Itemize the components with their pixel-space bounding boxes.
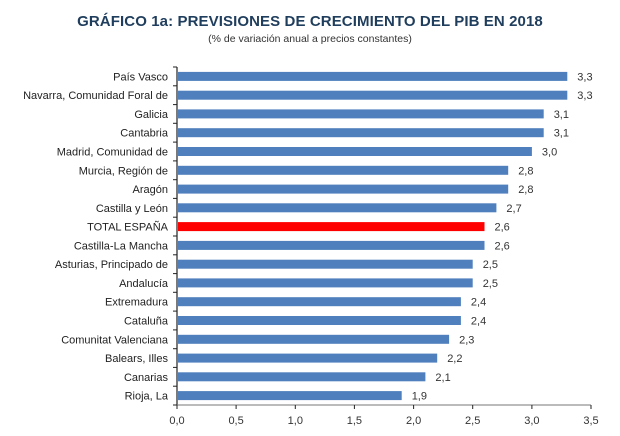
category-label: Comunitat Valenciana: [61, 334, 169, 346]
bar: [178, 71, 568, 81]
chart-subtitle: (% de variación anual a precios constant…: [208, 33, 412, 45]
category-labels: País Vasco Navarra, Comunidad Foral de Gal…: [23, 71, 169, 402]
x-tick-label: 2,0: [406, 415, 421, 427]
x-tick-label: 3,0: [524, 415, 539, 427]
category-label: Galicia: [134, 109, 169, 121]
data-label: 1,9: [412, 391, 427, 403]
data-label: 2,6: [495, 222, 510, 234]
x-tick-label: 1,5: [347, 415, 362, 427]
category-label: Canarias: [124, 372, 169, 384]
data-label: 2,6: [495, 240, 510, 252]
category-label: Castilla y León: [96, 203, 168, 215]
bar: [178, 259, 473, 269]
data-label: 2,4: [471, 297, 486, 309]
x-tick-label: 3,5: [583, 415, 598, 427]
data-label: 3,0: [542, 147, 557, 159]
bar: [178, 203, 497, 213]
category-label: Murcia, Región de: [79, 165, 168, 177]
data-label: 3,1: [554, 128, 569, 140]
bar: [178, 90, 568, 100]
category-label: Balears, Illes: [105, 353, 168, 365]
value-labels: 3,3 3,3 3,1 3,1 3,0 2,8 2,8 2,7 2,6 2,6 2,5 2,5 2,4 2…: [412, 71, 593, 402]
bar: [178, 316, 461, 325]
data-label: 2,4: [471, 316, 486, 328]
bar: [178, 109, 544, 119]
category-label: Asturias, Principado de: [55, 259, 168, 271]
x-tick-label: 0,5: [228, 415, 243, 427]
x-tick-label: 2,5: [465, 415, 480, 427]
data-label: 2,8: [518, 184, 533, 196]
bar: [178, 128, 544, 138]
category-label: Andalucía: [119, 278, 169, 290]
category-label: Cataluña: [124, 316, 169, 328]
chart-title: GRÁFICO 1a: PREVISIONES DE CRECIMIENTO D…: [77, 13, 543, 30]
data-label: 2,2: [447, 353, 462, 365]
x-tick-label: 0,0: [169, 415, 184, 427]
bar: [178, 372, 426, 382]
category-label: Madrid, Comunidad de: [57, 147, 168, 159]
bar-highlight: [178, 222, 485, 232]
category-label: País Vasco: [113, 71, 168, 83]
data-label: 2,5: [483, 259, 498, 271]
bar: [178, 184, 509, 194]
data-label: 3,1: [554, 109, 569, 121]
data-label: 2,7: [506, 203, 521, 215]
category-label: Rioja, La: [125, 391, 169, 403]
data-label: 2,8: [518, 165, 533, 177]
category-label: Cantabria: [120, 128, 169, 140]
axes: 0,0 0,5 1,0 1,5 2,0 2,5 3,0 3,5: [169, 66, 599, 427]
bar: [178, 165, 509, 175]
category-label: Castilla-La Mancha: [74, 240, 169, 252]
data-label: 2,3: [459, 334, 474, 346]
bars-group: [178, 71, 568, 401]
category-label: Navarra, Comunidad Foral de: [23, 90, 168, 102]
data-label: 2,5: [483, 278, 498, 290]
bar: [178, 353, 438, 363]
bar: [178, 240, 485, 250]
category-label: TOTAL ESPAÑA: [87, 221, 169, 234]
bar: [178, 278, 473, 288]
bar: [178, 391, 402, 401]
category-label: Aragón: [133, 184, 168, 196]
category-label: Extremadura: [105, 297, 169, 309]
x-tick-label: 1,0: [288, 415, 303, 427]
data-label: 2,1: [435, 372, 450, 384]
data-label: 3,3: [577, 71, 592, 83]
data-label: 3,3: [577, 90, 592, 102]
bar: [178, 297, 461, 307]
bar: [178, 147, 532, 156]
bar: [178, 334, 450, 344]
